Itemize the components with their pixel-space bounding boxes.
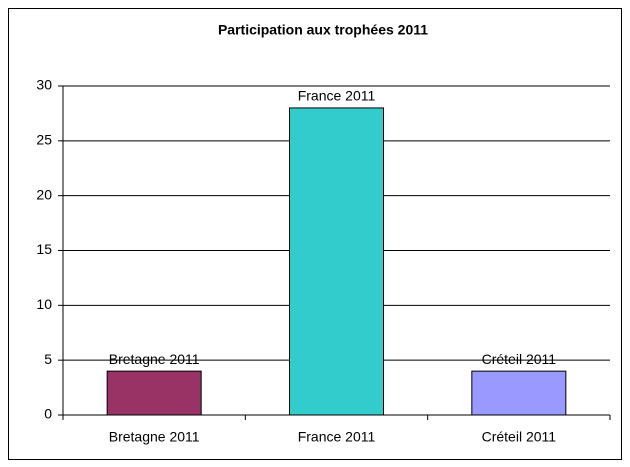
x-tick-label: Créteil 2011 (482, 429, 557, 445)
y-tick-label: 25 (36, 132, 52, 148)
bar (471, 370, 567, 416)
x-tick-label: France 2011 (298, 429, 376, 445)
data-label: Créteil 2011 (482, 351, 557, 367)
bar (106, 370, 202, 416)
y-tick-label: 10 (36, 296, 52, 312)
y-tick-label: 20 (36, 186, 52, 202)
data-label: France 2011 (298, 88, 376, 104)
y-tick-label: 30 (36, 77, 52, 93)
x-tick-label: Bretagne 2011 (109, 429, 200, 445)
bar (289, 107, 384, 416)
y-tick-label: 0 (44, 406, 52, 422)
y-tick-label: 5 (44, 351, 52, 367)
chart-title: Participation aux trophées 2011 (218, 22, 428, 38)
y-tick-label: 15 (36, 241, 52, 257)
data-label: Bretagne 2011 (109, 351, 200, 367)
